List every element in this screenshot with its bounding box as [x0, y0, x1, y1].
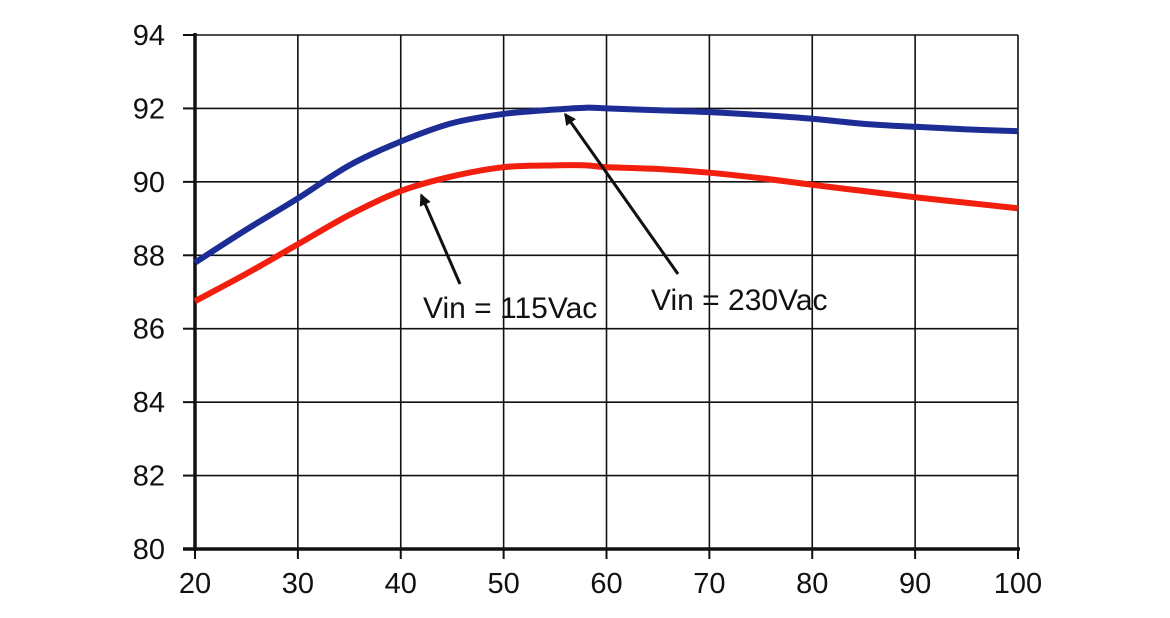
- y-tick-label: 86: [133, 314, 165, 346]
- annotation-arrow: [419, 193, 462, 285]
- annotation-label: Vin = 115Vac: [423, 292, 597, 325]
- x-tick-label: 70: [693, 568, 725, 600]
- grid: [195, 34, 1019, 549]
- x-tick-label: 50: [487, 568, 519, 600]
- y-tick-label: 80: [133, 534, 165, 566]
- tick-labels: 80 82 84 86 88 90 92 94 20 30 40 50 60 70 80 90 100: [133, 20, 1042, 600]
- axes: [183, 33, 1020, 559]
- y-tick-label: 90: [133, 167, 165, 199]
- x-tick-label: 20: [179, 568, 211, 600]
- series-line-vin-230vac: [193, 104, 1019, 266]
- series-lines: [193, 104, 1019, 304]
- annotation-label: Vin = 230Vac: [651, 284, 828, 317]
- annotations: Vin = 115Vac Vin = 230Vac: [419, 112, 828, 325]
- series-line-vin-115vac: [193, 162, 1019, 304]
- x-tick-label: 40: [385, 568, 417, 600]
- y-tick-label: 84: [133, 387, 165, 419]
- y-tick-label: 82: [133, 461, 165, 493]
- annotation-arrow: [564, 112, 680, 275]
- x-tick-label: 80: [796, 568, 828, 600]
- y-tick-label: 92: [133, 93, 165, 125]
- y-tick-label: 88: [133, 240, 165, 272]
- x-tick-label: 60: [590, 568, 622, 600]
- x-tick-label: 90: [899, 568, 931, 600]
- x-tick-label: 100: [994, 568, 1042, 600]
- x-tick-label: 30: [282, 568, 314, 600]
- y-tick-label: 94: [133, 20, 165, 52]
